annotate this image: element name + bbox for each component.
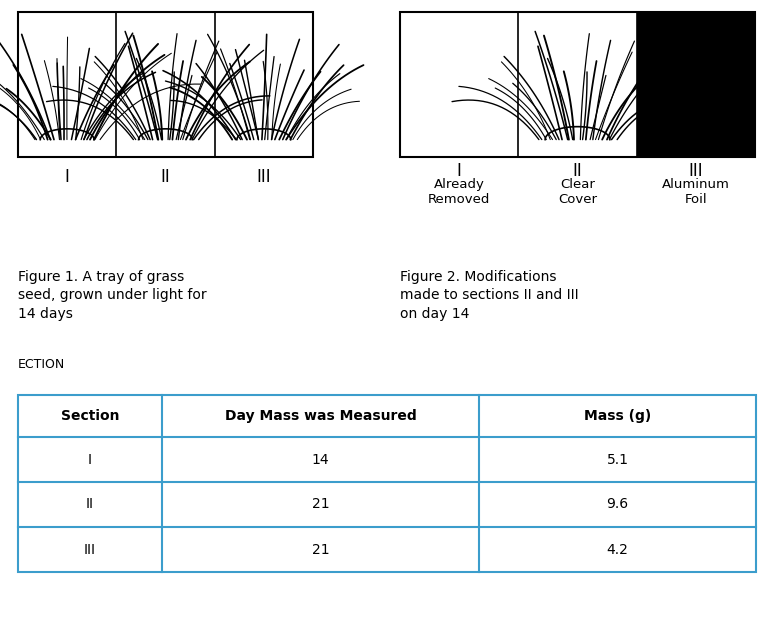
Text: Mass (g): Mass (g) [584, 409, 651, 423]
Text: ECTION: ECTION [18, 358, 65, 371]
Text: 21: 21 [312, 497, 330, 512]
Bar [18, 395, 756, 572]
Text: II: II [161, 168, 170, 186]
Text: Foil: Foil [684, 193, 707, 206]
Text: 4.2: 4.2 [607, 543, 628, 557]
Text: Figure 2. Modifications
made to sections II and III
on day 14: Figure 2. Modifications made to sections… [400, 270, 579, 321]
Text: Section: Section [60, 409, 119, 423]
Text: Clear: Clear [560, 178, 595, 191]
Text: I: I [457, 162, 461, 180]
Text: 14: 14 [312, 452, 330, 466]
Text: II: II [573, 162, 582, 180]
Text: III: III [84, 543, 96, 557]
Bar [400, 12, 755, 157]
Text: Figure 1. A tray of grass
seed, grown under light for
14 days: Figure 1. A tray of grass seed, grown un… [18, 270, 207, 321]
Text: 5.1: 5.1 [607, 452, 628, 466]
Text: Cover: Cover [558, 193, 597, 206]
Text: III: III [256, 168, 271, 186]
Text: III: III [689, 162, 703, 180]
Text: 9.6: 9.6 [607, 497, 628, 512]
Bar [637, 12, 755, 157]
Text: Removed: Removed [428, 193, 491, 206]
Text: 21: 21 [312, 543, 330, 557]
Text: Aluminum: Aluminum [662, 178, 730, 191]
Bar [18, 12, 313, 157]
Text: II: II [86, 497, 94, 512]
Text: I: I [88, 452, 92, 466]
Text: Already: Already [433, 178, 485, 191]
Text: Day Mass was Measured: Day Mass was Measured [224, 409, 416, 423]
Text: I: I [65, 168, 70, 186]
